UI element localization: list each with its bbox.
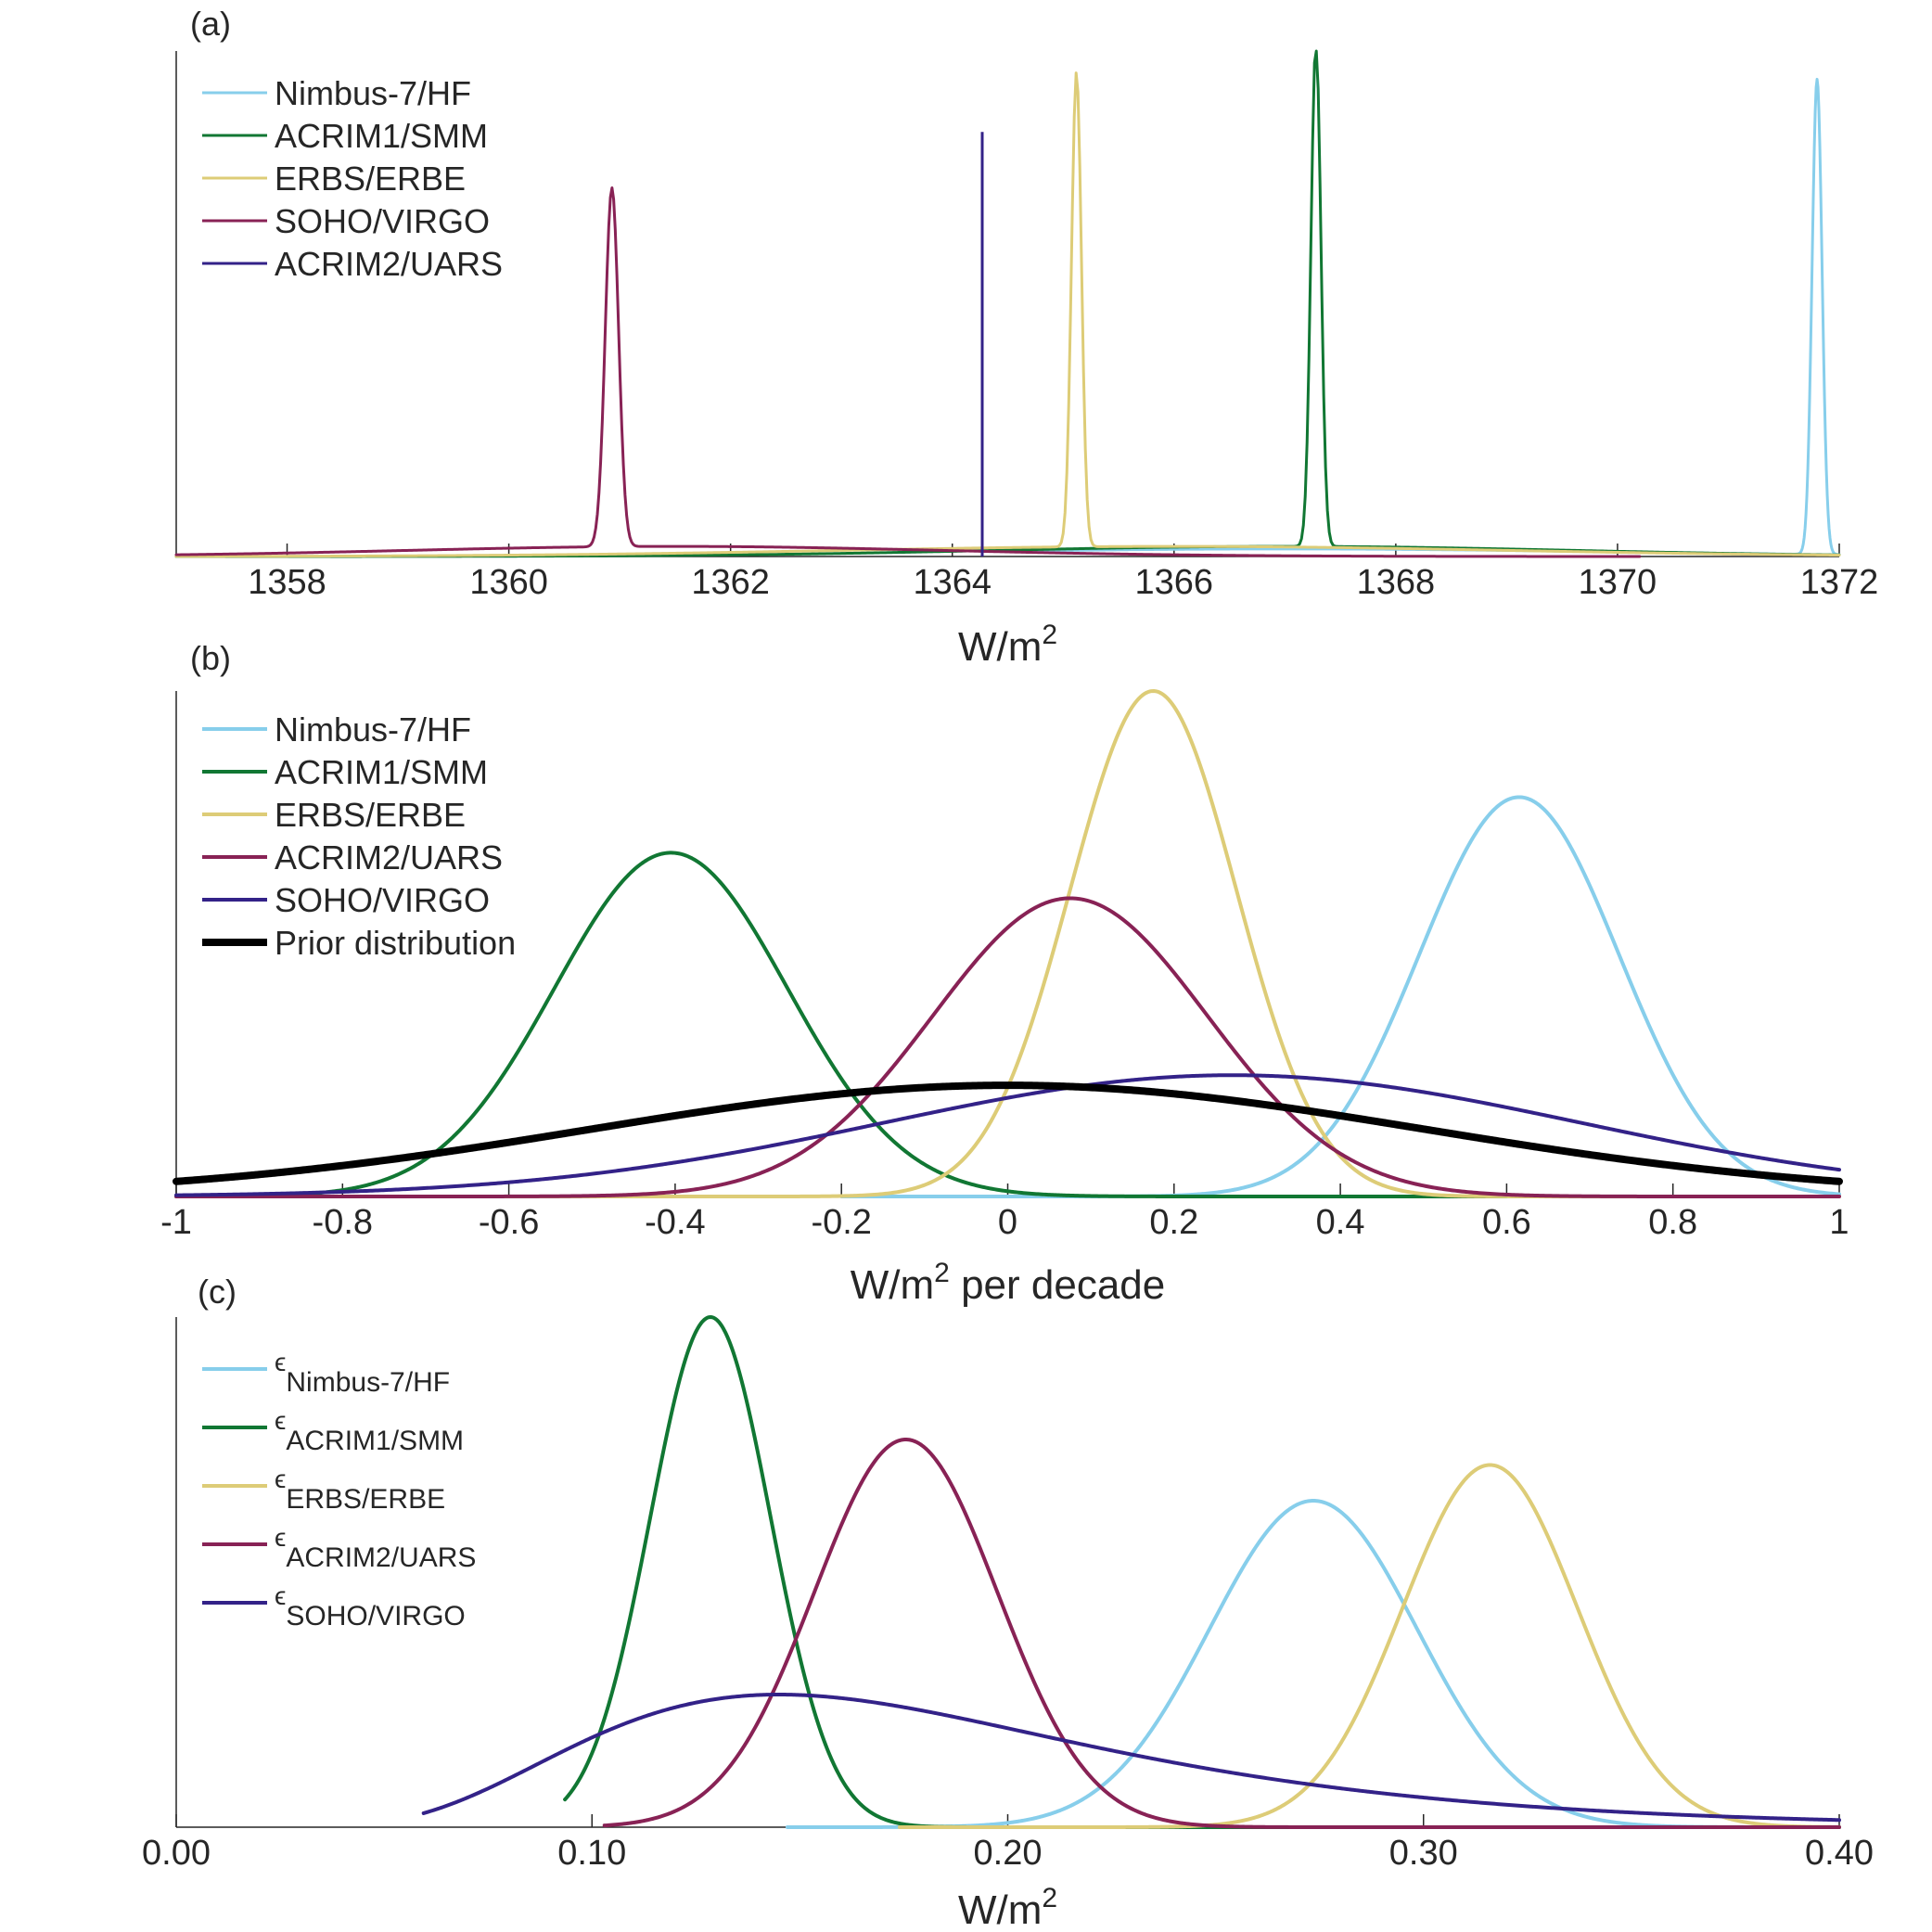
x-tick-label: 0.40 bbox=[1805, 1834, 1874, 1873]
x-tick-label: 1362 bbox=[691, 563, 770, 602]
series-line-erbs-erbe bbox=[897, 1463, 1841, 1829]
series-line-nimbus-7-hf bbox=[839, 795, 1841, 1198]
legend-label-nimbus-7-hf: Nimbus-7/HF bbox=[275, 74, 471, 112]
axes: 1358 1360 1362 1364 1366 1368 1370 1372 W/m2 bbox=[175, 51, 1879, 670]
legend-label-nimbus-7-hf: Nimbus-7/HF bbox=[275, 710, 471, 748]
x-tick-label: 1368 bbox=[1357, 563, 1436, 602]
series-line-soho-virgo bbox=[421, 1693, 1841, 1823]
x-tick-label: -0.6 bbox=[479, 1203, 539, 1242]
legend-label-acrim2-uars: ϵACRIM2/UARS bbox=[275, 1523, 476, 1573]
x-tick-label: -0.4 bbox=[645, 1203, 705, 1242]
series-group bbox=[173, 689, 1843, 1198]
panel-label: (c) bbox=[198, 1273, 237, 1311]
legend-label-prior-distribution: Prior distribution bbox=[275, 924, 516, 962]
x-tick-label: 1360 bbox=[469, 563, 548, 602]
series-group bbox=[421, 1315, 1841, 1829]
x-tick-label: 1372 bbox=[1800, 563, 1879, 602]
axes: 0.00 0.10 0.20 0.30 0.40 W/m2 bbox=[142, 1317, 1874, 1932]
series-line-nimbus-7-hf bbox=[1006, 77, 1841, 557]
series-line-soho-virgo bbox=[174, 1073, 1841, 1197]
x-tick-label: -0.8 bbox=[313, 1203, 373, 1242]
legend-label-acrim2-uars: ACRIM2/UARS bbox=[275, 838, 503, 876]
x-tick-label: 0 bbox=[998, 1203, 1017, 1242]
series-line-acrim1-smm bbox=[563, 1315, 1841, 1829]
x-tick-label: 1358 bbox=[248, 563, 326, 602]
series-line-acrim2-uars bbox=[602, 1438, 1841, 1829]
legend-label-acrim1-smm: ϵACRIM1/SMM bbox=[275, 1406, 464, 1456]
series-line-acrim2-uars bbox=[174, 896, 1841, 1198]
x-tick-label: 1366 bbox=[1135, 563, 1214, 602]
panel-b: -1 -0.8 -0.6 -0.4 -0.2 0 0.2 0.4 0.6 0.8 1 W/m2 per… bbox=[160, 639, 1849, 1308]
series-line-erbs-erbe bbox=[174, 71, 1841, 558]
series-line-soho-virgo bbox=[174, 186, 1642, 558]
x-tick-label: 0.6 bbox=[1482, 1203, 1531, 1242]
legend-label-acrim2-uars: ACRIM2/UARS bbox=[275, 245, 503, 283]
x-tick-label: 0.10 bbox=[557, 1834, 626, 1873]
legend-label-soho-virgo: SOHO/VIRGO bbox=[275, 881, 490, 919]
legend-label-erbs-erbe: ERBS/ERBE bbox=[275, 796, 466, 834]
panel-a: 1358 1360 1362 1364 1366 1368 1370 1372 W/m2 (a) N… bbox=[174, 5, 1879, 670]
series-line-acrim1-smm bbox=[174, 851, 1509, 1198]
x-tick-label: 0.4 bbox=[1316, 1203, 1365, 1242]
x-axis-label: W/m2 bbox=[958, 1883, 1057, 1932]
legend-label-acrim1-smm: ACRIM1/SMM bbox=[275, 753, 488, 791]
x-axis-label: W/m2 bbox=[958, 620, 1057, 670]
series-line-prior-distribution bbox=[173, 1081, 1843, 1185]
legend-label-soho-virgo: SOHO/VIRGO bbox=[275, 202, 490, 240]
x-tick-label: 1370 bbox=[1579, 563, 1657, 602]
panel-label: (a) bbox=[190, 5, 231, 43]
legend: Nimbus-7/HF ACRIM1/SMM ERBS/ERBE SOHO/VIRGO… bbox=[202, 74, 503, 283]
legend-label-erbs-erbe: ϵERBS/ERBE bbox=[275, 1465, 445, 1515]
legend: ϵNimbus-7/HF ϵACRIM1/SMM ϵERBS/ERBE ϵACRIM2… bbox=[202, 1348, 476, 1631]
x-tick-label: 0.00 bbox=[142, 1834, 211, 1873]
legend-label-nimbus-7-hf: ϵNimbus-7/HF bbox=[275, 1348, 450, 1398]
legend-label-acrim1-smm: ACRIM1/SMM bbox=[275, 117, 488, 155]
panel-label: (b) bbox=[190, 639, 231, 677]
x-tick-label: 0.20 bbox=[974, 1834, 1043, 1873]
x-axis-label: W/m2 per decade bbox=[851, 1258, 1166, 1308]
legend: Nimbus-7/HF ACRIM1/SMM ERBS/ERBE ACRIM2/UAR… bbox=[202, 710, 516, 962]
panel-c: 0.00 0.10 0.20 0.30 0.40W/m2(c)ϵNimbus-7/HFϵ… bbox=[142, 1273, 1874, 1932]
legend-label-soho-virgo: ϵSOHO/VIRGO bbox=[275, 1581, 466, 1631]
x-tick-label: -1 bbox=[160, 1203, 192, 1242]
x-tick-label: 0.8 bbox=[1648, 1203, 1697, 1242]
series-group bbox=[174, 49, 1841, 558]
legend-label-erbs-erbe: ERBS/ERBE bbox=[275, 160, 466, 198]
x-tick-label: 1 bbox=[1829, 1203, 1849, 1242]
x-tick-label: 0.2 bbox=[1149, 1203, 1198, 1242]
x-tick-label: 0.30 bbox=[1389, 1834, 1458, 1873]
x-tick-label: -0.2 bbox=[811, 1203, 871, 1242]
x-tick-label: 1364 bbox=[913, 563, 992, 602]
